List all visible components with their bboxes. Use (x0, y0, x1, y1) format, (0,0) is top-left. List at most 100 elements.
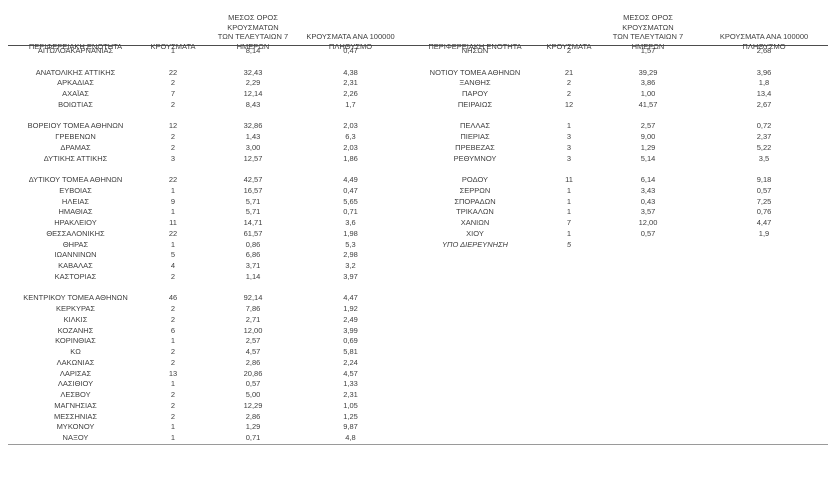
spacer-row (8, 283, 828, 294)
per100k-cell: 2,67 (756, 99, 772, 109)
avg7-cell: 2,86 (245, 411, 261, 421)
per100k-cell: 2,03 (343, 121, 358, 131)
table-row: ΔΥΤΙΚΟΥ ΤΟΜΕΑ ΑΘΗΝΩΝ 22 42,57 4,49 ΡΟΔΟΥ 11 6,… (8, 175, 828, 186)
cases-cell: 2 (170, 314, 176, 324)
cases-cell: 1 (566, 185, 572, 195)
region-cell: ΗΜΑΘΙΑΣ (58, 207, 93, 217)
region-cell: ΧΙΟΥ (466, 228, 484, 238)
cases-cell: 9 (170, 196, 176, 206)
per100k-cell: 5,22 (756, 142, 772, 152)
cases-cell: 2 (170, 347, 176, 356)
cases-cell: 2 (170, 304, 176, 313)
region-cell: ΥΠΟ ΔΙΕΡΕΥΝΗΣΗ (442, 239, 508, 249)
avg7-cell: 1,00 (640, 89, 656, 98)
region-cell: ΣΠΟΡΑΔΩΝ (454, 196, 496, 206)
avg7-cell: 1,29 (245, 422, 261, 432)
per100k-cell: 1,7 (345, 99, 356, 109)
avg7-cell: 4,57 (245, 347, 261, 356)
avg7-cell: 5,00 (245, 390, 261, 399)
cases-cell: 3 (566, 132, 572, 141)
per100k-cell: 3,2 (345, 261, 356, 270)
avg7-cell: 0,71 (245, 433, 261, 442)
cases-cell: 2 (170, 411, 176, 421)
per100k-cell: 4,49 (343, 175, 358, 184)
table-row: ΛΑΣΙΘΙΟΥ 1 0,57 1,33 (8, 379, 828, 390)
per100k-cell: 0,72 (756, 121, 772, 131)
per100k-cell: 1,86 (343, 153, 358, 163)
table-row: ΗΛΕΙΑΣ 9 5,71 5,65 ΣΠΟΡΑΔΩΝ 1 0,43 7,25 (8, 197, 828, 208)
table-row: ΘΕΣΣΑΛΟΝΙΚΗΣ 22 61,57 1,98 ΧΙΟΥ 1 0,57 1,9 (8, 229, 828, 240)
table-row: ΑΙΤΩΛΟΑΚΑΡΝΑΝΙΑΣ 1 8,14 0,47 ΝΗΣΩΝ 2 1,57 2,68 (8, 46, 828, 57)
per100k-cell: 2,31 (343, 78, 358, 88)
avg7-cell: 1,43 (245, 132, 261, 141)
region-cell: ΗΡΑΚΛΕΙΟΥ (54, 218, 97, 227)
region-cell: ΠΑΡΟΥ (461, 89, 488, 98)
cases-cell: 1 (566, 121, 572, 131)
avg7-cell: 6,86 (245, 250, 261, 260)
per100k-cell: 1,92 (343, 304, 358, 313)
region-cell: ΡΟΔΟΥ (461, 175, 489, 184)
table-row: ΚΟΡΙΝΘΙΑΣ 1 2,57 0,69 (8, 336, 828, 347)
cases-cell: 46 (168, 293, 178, 303)
region-cell: ΑΝΑΤΟΛΙΚΗΣ ΑΤΤΙΚΗΣ (35, 67, 116, 77)
avg7-cell: 3,57 (640, 207, 656, 217)
cases-cell: 1 (170, 46, 176, 55)
region-cell: ΚΩ (70, 347, 81, 356)
region-cell: ΠΕΙΡΑΙΩΣ (457, 99, 493, 109)
avg7-cell: 12,00 (243, 325, 263, 335)
header-per100k-right: ΚΡΟΥΣΜΑΤΑ ΑΝΑ 100000 ΠΛΗΘΥΣΜΟ (719, 32, 809, 51)
table-row: ΛΕΣΒΟΥ 2 5,00 2,31 (8, 390, 828, 401)
table-row: ΔΡΑΜΑΣ 2 3,00 2,03 ΠΡΕΒΕΖΑΣ 3 1,29 5,22 (8, 143, 828, 154)
table-row: ΑΝΑΤΟΛΙΚΗΣ ΑΤΤΙΚΗΣ 22 32,43 4,38 ΝΟΤΙΟΥ ΤΟΜΕ… (8, 68, 828, 79)
per100k-cell: 2,26 (343, 89, 358, 98)
per100k-cell: 0,71 (343, 207, 358, 217)
cases-cell: 7 (170, 89, 176, 98)
avg7-cell: 12,29 (243, 400, 263, 410)
cases-cell: 1 (170, 336, 176, 346)
spacer-row (8, 111, 828, 122)
avg7-cell: 12,00 (638, 218, 658, 227)
region-cell: ΔΥΤΙΚΗΣ ΑΤΤΙΚΗΣ (43, 153, 108, 163)
region-cell: ΞΑΝΘΗΣ (459, 78, 491, 88)
table-row: ΕΥΒΟΙΑΣ 1 16,57 0,47 ΣΕΡΡΩΝ 1 3,43 0,57 (8, 186, 828, 197)
header-region-right: ΠΕΡΙΦΕΡΕΙΑΚΗ ΕΝΟΤΗΤΑ (428, 41, 522, 51)
avg7-cell: 1,29 (640, 142, 656, 152)
table-row: ΚΙΛΚΙΣ 2 2,71 2,49 (8, 315, 828, 326)
per100k-cell: 1,9 (758, 228, 770, 238)
cases-cell: 2 (170, 271, 176, 281)
header-avg7-right: ΜΕΣΟΣ ΟΡΟΣ ΚΡΟΥΣΜΑΤΩΝ ΤΩΝ ΤΕΛΕΥΤΑΙΩΝ 7 Η… (612, 13, 684, 51)
per100k-cell: 3,96 (756, 67, 772, 77)
cases-cell: 2 (566, 89, 572, 98)
avg7-cell: 39,29 (638, 67, 658, 77)
table-body: ΑΙΤΩΛΟΑΚΑΡΝΑΝΙΑΣ 1 8,14 0,47 ΝΗΣΩΝ 2 1,57 2,68 Α… (8, 46, 828, 445)
avg7-cell: 3,86 (640, 78, 656, 88)
cases-cell: 5 (170, 250, 176, 260)
table-row: ΒΟΡΕΙΟΥ ΤΟΜΕΑ ΑΘΗΝΩΝ 12 32,86 2,03 ΠΕΛΛΑΣ 1 2,… (8, 121, 828, 132)
per100k-cell: 0,76 (756, 207, 772, 217)
table-row: ΛΑΚΩΝΙΑΣ 2 2,86 2,24 (8, 358, 828, 369)
region-cell: ΠΡΕΒΕΖΑΣ (455, 142, 495, 152)
per100k-cell: 3,5 (758, 153, 770, 163)
per100k-cell: 13,4 (756, 89, 772, 98)
region-cell: ΓΡΕΒΕΝΩΝ (55, 132, 96, 141)
cases-cell: 1 (170, 379, 176, 389)
cases-cell: 4 (170, 261, 176, 270)
region-cell: ΚΟΖΑΝΗΣ (57, 325, 94, 335)
table-row: ΚΑΣΤΟΡΙΑΣ 2 1,14 3,97 (8, 272, 828, 283)
per100k-cell: 3,99 (343, 325, 358, 335)
region-cell: ΑΙΤΩΛΟΑΚΑΡΝΑΝΙΑΣ (37, 46, 114, 55)
table-row: ΚΑΒΑΛΑΣ 4 3,71 3,2 (8, 261, 828, 272)
avg7-cell: 1,57 (640, 46, 656, 55)
header-cases-right: ΚΡΟΥΣΜΑΤΑ (546, 41, 592, 51)
per100k-cell: 1,05 (343, 400, 358, 410)
region-cell: ΤΡΙΚΑΛΩΝ (456, 207, 494, 217)
region-cell: ΠΙΕΡΙΑΣ (460, 132, 490, 141)
per100k-cell: 1,33 (343, 379, 358, 389)
region-cell: ΒΟΙΩΤΙΑΣ (58, 99, 93, 109)
cases-cell: 2 (170, 142, 176, 152)
table-row: ΒΟΙΩΤΙΑΣ 2 8,43 1,7 ΠΕΙΡΑΙΩΣ 12 41,57 2,67 (8, 100, 828, 111)
region-cell: ΝΗΣΩΝ (461, 46, 489, 55)
table-row: ΜΥΚΟΝΟΥ 1 1,29 9,87 (8, 422, 828, 433)
per100k-cell: 2,03 (343, 142, 358, 152)
